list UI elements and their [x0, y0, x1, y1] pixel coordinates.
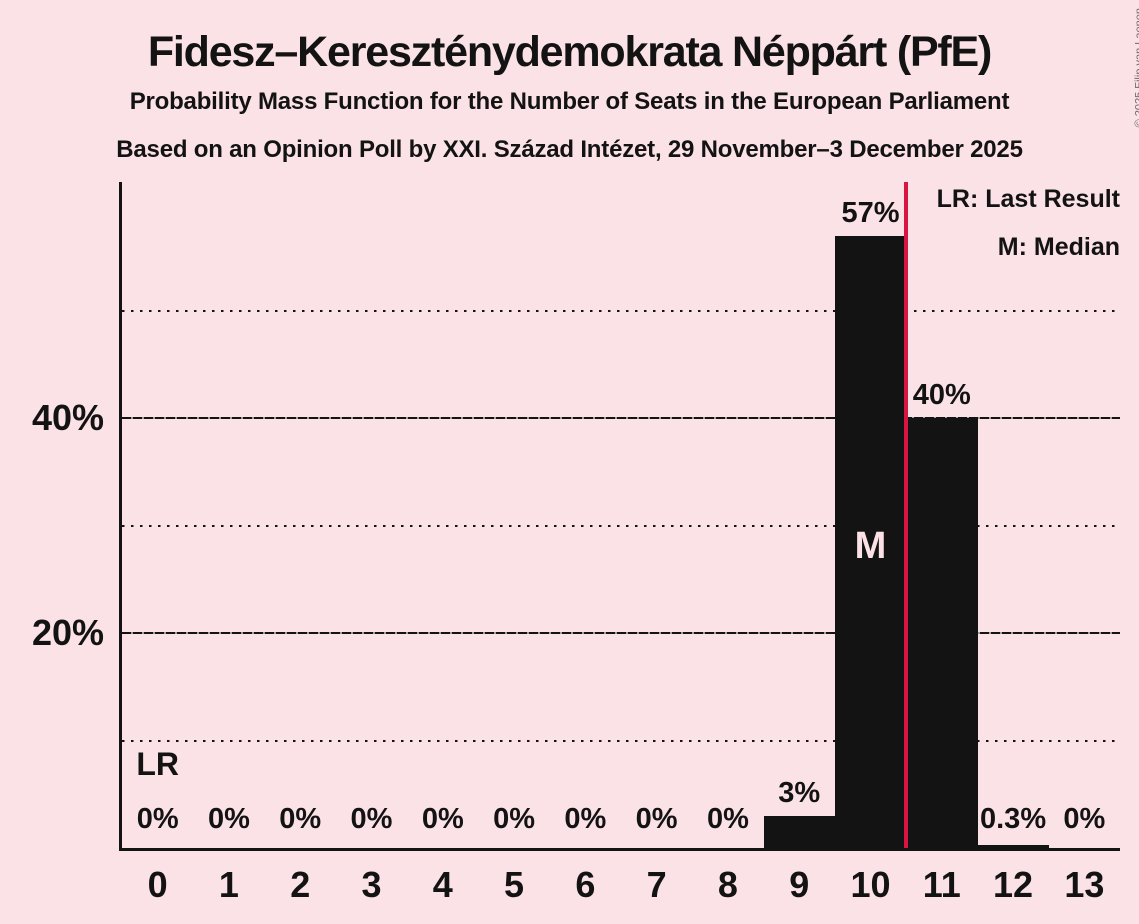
y-axis-line [119, 182, 122, 851]
x-axis-line [119, 848, 1120, 851]
value-label-seat-1: 0% [207, 803, 250, 835]
chart-subtitle-pmf: Probability Mass Function for the Number… [129, 88, 1010, 115]
last-result-label: LR [136, 746, 179, 782]
chart-subtitle-poll: Based on an Opinion Poll by XXI. Század … [116, 136, 1023, 163]
x-tick-label-1: 1 [218, 864, 239, 905]
legend-last-result: LR: Last Result [936, 185, 1120, 213]
value-label-seat-3: 0% [350, 803, 393, 835]
value-label-seat-9: 3% [778, 776, 821, 809]
x-tick-label-3: 3 [361, 864, 382, 905]
legend-median: M: Median [997, 233, 1120, 261]
gridline-major-20pct [122, 632, 1120, 635]
bar-seat-12 [977, 844, 1050, 848]
x-tick-label-7: 7 [646, 864, 667, 905]
x-tick-label-6: 6 [575, 864, 596, 905]
last-result-line [904, 182, 909, 848]
x-tick-label-5: 5 [504, 864, 525, 905]
bar-seat-11 [906, 418, 978, 848]
bar-seat-9 [763, 815, 836, 848]
x-tick-label-4: 4 [432, 864, 453, 905]
value-label-seat-11: 40% [912, 379, 971, 412]
value-label-seat-8: 0% [706, 803, 749, 835]
x-tick-label-13: 13 [1064, 864, 1105, 905]
y-axis-label-40%: 40% [31, 397, 104, 439]
value-label-seat-0: 0% [136, 803, 179, 835]
gridline-minor-10pct [122, 739, 1120, 742]
chart-title: Fidesz–Kereszténydemokrata Néppárt (PfE) [147, 28, 993, 76]
copyright-notice: © 2025 Filip van Laenen [1133, 8, 1139, 127]
value-label-seat-7: 0% [635, 803, 678, 835]
value-label-seat-4: 0% [421, 803, 464, 835]
median-label: M [854, 525, 887, 567]
gridline-major-40pct [122, 417, 1120, 420]
y-axis-label-20%: 20% [31, 612, 104, 654]
x-tick-label-2: 2 [290, 864, 311, 905]
x-tick-label-9: 9 [789, 864, 810, 905]
plot-area: LR: Last Result M: Median 20% 40% 0% 0 0% 1 0%… [32, 182, 1120, 904]
value-label-seat-13: 0% [1063, 803, 1106, 835]
x-tick-label-12: 12 [993, 864, 1034, 905]
bar-seat-10 [834, 235, 907, 848]
value-label-seat-5: 0% [493, 803, 536, 835]
value-label-seat-2: 0% [279, 803, 322, 835]
x-tick-label-8: 8 [717, 864, 738, 905]
value-label-seat-10: 57% [841, 196, 900, 229]
x-tick-label-11: 11 [922, 864, 961, 905]
x-tick-label-10: 10 [850, 864, 891, 905]
value-label-seat-12: 0.3% [980, 803, 1047, 835]
x-tick-label-0: 0 [147, 864, 168, 905]
value-label-seat-6: 0% [564, 803, 607, 835]
gridline-minor-50pct [122, 309, 1120, 312]
gridline-minor-30pct [122, 524, 1120, 527]
